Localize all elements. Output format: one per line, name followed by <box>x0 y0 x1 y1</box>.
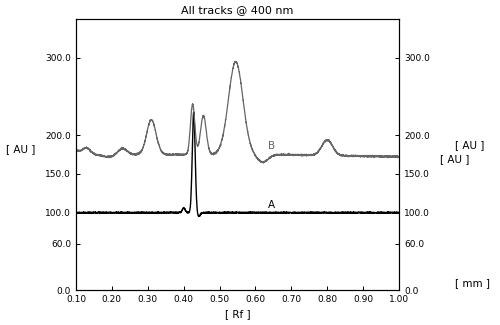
Y-axis label: [ AU ]: [ AU ] <box>440 155 470 164</box>
Text: B: B <box>268 141 275 151</box>
Y-axis label: [ AU ]: [ AU ] <box>6 145 35 155</box>
Title: All tracks @ 400 nm: All tracks @ 400 nm <box>182 6 294 16</box>
Text: [ AU ]: [ AU ] <box>455 140 484 150</box>
Text: [ mm ]: [ mm ] <box>455 278 490 288</box>
Text: A: A <box>268 200 275 210</box>
X-axis label: [ Rf ]: [ Rf ] <box>224 309 250 319</box>
